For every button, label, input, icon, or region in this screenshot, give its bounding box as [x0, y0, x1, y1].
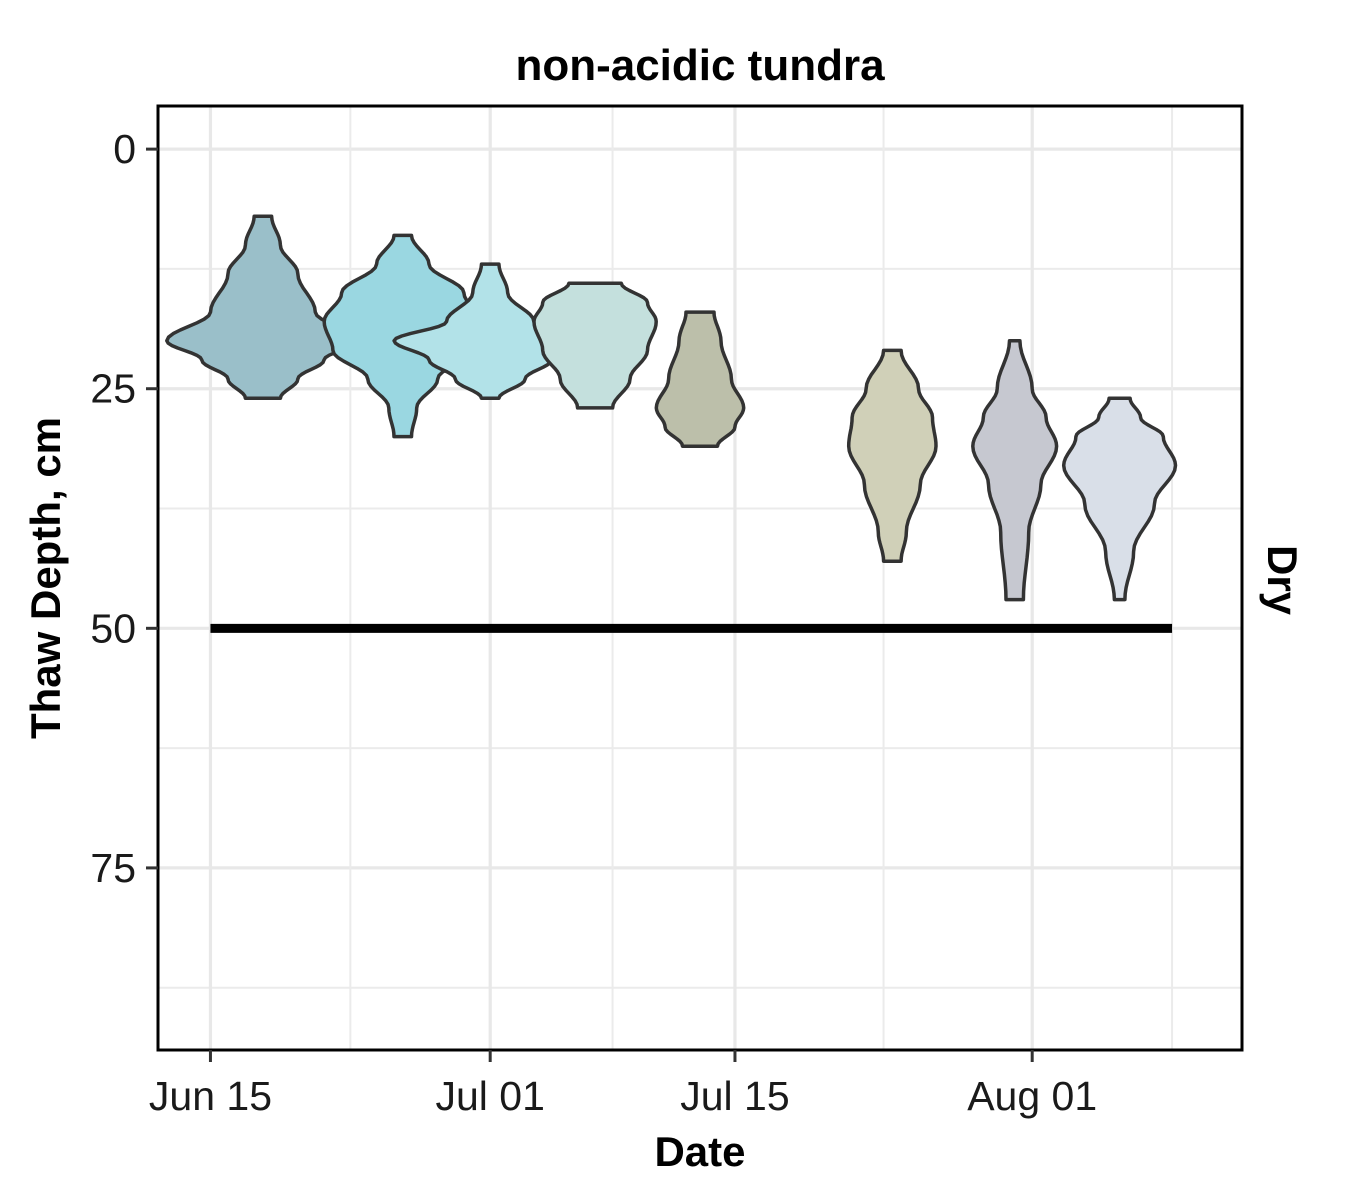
x-axis: Jun 15 Jul 01 Jul 15 Aug 01	[149, 1050, 1097, 1119]
y-tick-label: 50	[90, 605, 136, 651]
y-tick-label: 25	[90, 366, 136, 412]
x-tick-label: Jul 01	[435, 1073, 544, 1119]
panel-border	[156, 104, 1244, 1052]
violin-7	[971, 339, 1059, 602]
y-tick-label: 0	[113, 126, 136, 172]
y-axis: 0 25 50 75	[90, 126, 158, 891]
panel-frame	[156, 104, 1244, 1052]
violin-8	[1061, 396, 1178, 602]
violin-4	[532, 281, 658, 410]
x-tick-label: Jun 15	[149, 1073, 272, 1119]
x-tick-label: Jul 15	[680, 1073, 789, 1119]
chart-title: non-acidic tundra	[515, 41, 885, 90]
x-axis-title: Date	[654, 1128, 745, 1175]
panel-background	[158, 106, 1242, 1050]
violin-5	[654, 310, 746, 448]
violin-6	[846, 348, 938, 563]
x-tick-label: Aug 01	[967, 1073, 1097, 1119]
y-tick-label: 75	[90, 845, 136, 891]
facet-strip-label: Dry	[1259, 545, 1306, 616]
y-axis-title: Thaw Depth, cm	[22, 417, 69, 739]
violins-group	[165, 214, 1178, 602]
violin-1	[165, 214, 361, 401]
plot-panel	[158, 106, 1242, 1050]
